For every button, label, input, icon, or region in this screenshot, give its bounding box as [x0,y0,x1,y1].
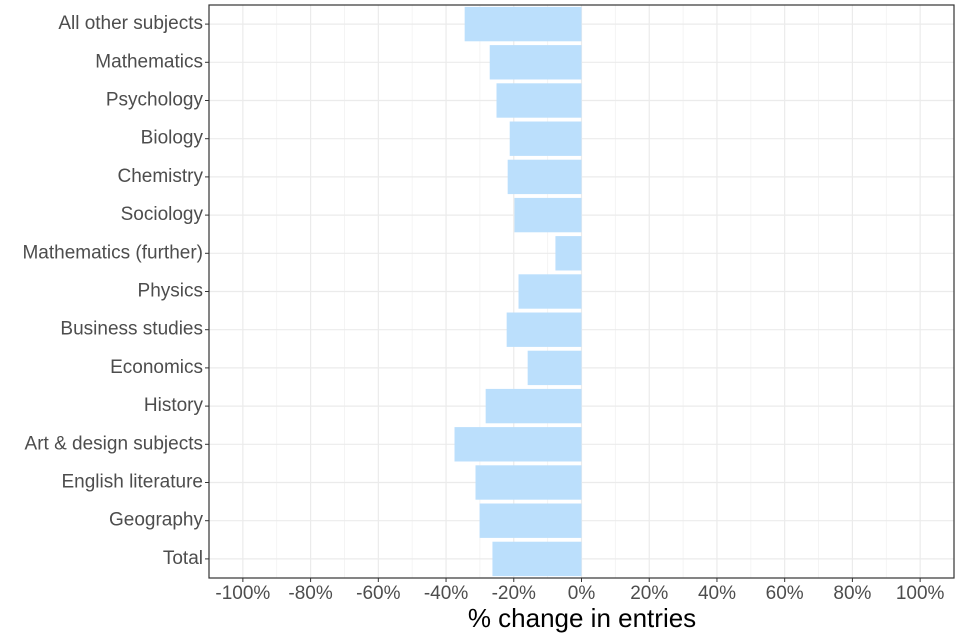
bar [492,541,582,577]
x-tick-label: -60% [356,583,400,604]
y-tick-label: English literature [61,472,203,493]
x-tick-label: -20% [492,583,536,604]
bar [506,312,582,347]
bar [555,236,582,271]
x-tick-label: 100% [896,583,945,604]
x-tick-label: 60% [766,583,804,604]
x-tick-label: -40% [424,583,468,604]
x-tick-label: 20% [630,583,668,604]
x-tick-label: 80% [833,583,871,604]
bar [496,83,582,118]
bar [485,388,582,424]
bar [527,350,582,386]
y-tick-label: History [144,395,204,416]
y-tick-label: Business studies [60,319,203,340]
x-tick-label: 40% [698,583,736,604]
x-tick-label: 0% [568,583,596,604]
y-tick-label: Geography [109,510,204,531]
bar [454,427,582,462]
y-tick-label: Sociology [121,204,204,225]
plot-border [208,4,955,579]
bar [507,159,582,195]
y-tick-label: Art & design subjects [25,433,203,454]
x-axis-title: % change in entries [468,603,696,633]
y-tick-label: Total [163,548,203,569]
bar [489,45,582,80]
bar [479,503,582,538]
y-tick-label: Physics [138,281,203,302]
bar [475,465,582,500]
y-tick-label: Mathematics [95,51,203,72]
y-tick-label: Psychology [106,90,204,111]
bar [509,121,582,156]
y-tick-label: Chemistry [117,166,203,187]
y-tick-label: All other subjects [58,13,203,34]
bar [514,197,582,233]
y-tick-label: Mathematics (further) [22,242,203,263]
bar [464,6,582,42]
y-tick-label: Biology [141,128,204,149]
bar [518,274,582,309]
x-tick-label: -80% [288,583,332,604]
x-tick-label: -100% [215,583,270,604]
y-tick-label: Economics [110,357,203,378]
